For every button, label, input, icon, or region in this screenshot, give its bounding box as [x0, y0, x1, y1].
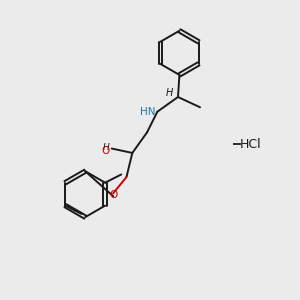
Text: HN: HN: [140, 107, 156, 117]
Text: H: H: [165, 88, 173, 98]
Text: O: O: [109, 190, 117, 200]
Text: H: H: [103, 142, 110, 152]
Text: HCl: HCl: [239, 138, 261, 151]
Text: O: O: [101, 146, 110, 156]
